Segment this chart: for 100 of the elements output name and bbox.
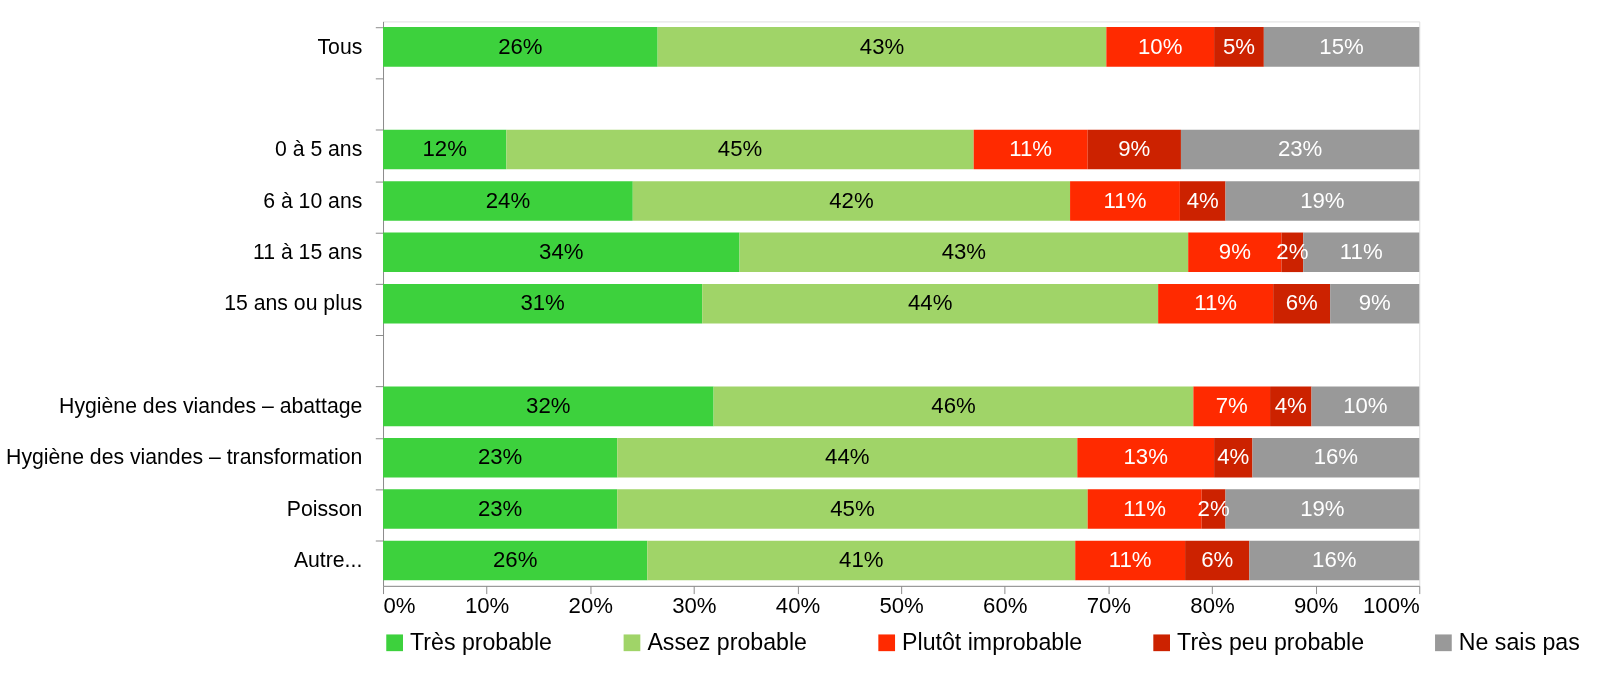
legend-label: Ne sais pas: [1458, 628, 1580, 655]
bar: [1158, 283, 1274, 324]
x-tick-label: 60%: [983, 593, 1028, 619]
bar: [973, 129, 1088, 170]
bar: [702, 283, 1159, 324]
x-tick-label: 80%: [1190, 593, 1235, 619]
data-label: 11%: [1339, 239, 1383, 265]
data-label: 23%: [1277, 136, 1323, 162]
bar: [383, 540, 648, 581]
y-tick-label: Poisson: [286, 496, 363, 520]
data-label: 10%: [1138, 33, 1183, 59]
bar: [383, 437, 618, 478]
bar: [383, 232, 740, 273]
x-tick-label: 20%: [568, 593, 613, 619]
bar: [713, 386, 1194, 427]
bar: [1252, 437, 1420, 478]
data-label: 45%: [717, 136, 763, 162]
data-label: 34%: [539, 239, 584, 265]
bar: [1193, 386, 1271, 427]
data-label: 41%: [839, 547, 884, 573]
data-label: 44%: [907, 290, 953, 316]
x-tick-label: 50%: [879, 593, 924, 619]
data-label: 13%: [1123, 444, 1168, 470]
bar: [383, 386, 714, 427]
data-label: 32%: [526, 393, 571, 419]
data-label: 44%: [825, 444, 870, 470]
bar: [383, 489, 618, 529]
data-label: 26%: [492, 547, 538, 573]
bar: [647, 540, 1076, 581]
bar: [383, 129, 507, 170]
data-label: 6%: [1201, 547, 1234, 573]
data-label: 9%: [1358, 290, 1391, 316]
data-label: 4%: [1186, 187, 1219, 213]
data-label: 43%: [859, 33, 905, 59]
bar: [1180, 129, 1420, 170]
y-tick-label: 0 à 5 ans: [274, 137, 363, 161]
bar: [1225, 181, 1420, 221]
data-label: 26%: [498, 33, 543, 59]
data-label: 4%: [1274, 393, 1307, 419]
data-label: 19%: [1300, 495, 1345, 521]
y-tick-label: 15 ans ou plus: [224, 291, 363, 316]
bar: [1075, 540, 1186, 581]
bar: [1330, 283, 1420, 324]
data-label: 5%: [1222, 33, 1256, 59]
legend-label: Plutôt improbable: [902, 628, 1083, 655]
x-tick-label: 90%: [1293, 593, 1339, 619]
data-label: 23%: [477, 495, 523, 521]
data-label: 19%: [1300, 187, 1345, 213]
bar: [617, 489, 1088, 529]
bar: [632, 181, 1071, 221]
data-label: 43%: [941, 239, 987, 265]
y-tick-label: Hygiène des viandes – transformation: [6, 445, 363, 470]
data-label: 15%: [1319, 33, 1364, 59]
data-label: 31%: [520, 290, 565, 316]
data-label: 42%: [829, 187, 874, 213]
x-tick-label: 40%: [775, 593, 821, 619]
bar: [383, 181, 633, 221]
x-tick-label: 0%: [383, 593, 416, 619]
data-label: 11%: [1009, 136, 1053, 162]
x-tick-label: 10%: [464, 593, 510, 619]
bar: [1263, 27, 1420, 67]
x-tick-label: 70%: [1086, 593, 1132, 619]
bar: [383, 283, 703, 324]
data-label: 46%: [931, 393, 976, 419]
bar: [1087, 129, 1181, 170]
y-tick-label: Hygiène des viandes – abattage: [59, 394, 363, 419]
bar: [739, 232, 1189, 273]
data-label: 11%: [1103, 187, 1147, 213]
data-label: 10%: [1343, 393, 1388, 419]
data-label: 12%: [422, 136, 467, 162]
legend-label: Assez probable: [647, 628, 807, 655]
data-label: 23%: [477, 444, 523, 470]
data-label: 4%: [1217, 444, 1250, 470]
bar: [1070, 181, 1180, 221]
legend-label: Très probable: [410, 628, 552, 655]
data-label: 6%: [1285, 290, 1318, 316]
y-tick-label: 11 à 15 ans: [252, 240, 363, 264]
bar: [383, 27, 658, 67]
data-label: 24%: [485, 187, 531, 213]
y-tick-label: 6 à 10 ans: [263, 188, 363, 212]
data-label: 9%: [1218, 239, 1251, 265]
data-label: 11%: [1108, 547, 1152, 573]
x-tick-label: 30%: [672, 593, 717, 619]
bar: [657, 27, 1107, 67]
data-label: 9%: [1118, 136, 1151, 162]
data-label: 16%: [1313, 444, 1359, 470]
data-label: 45%: [830, 495, 875, 521]
bar: [1106, 27, 1215, 67]
bar: [1249, 540, 1420, 581]
data-label: 11%: [1123, 495, 1167, 521]
bar: [1311, 386, 1420, 427]
legend-label: Très peu probable: [1177, 628, 1365, 655]
bar: [617, 437, 1078, 478]
y-tick-label: Tous: [317, 34, 363, 58]
x-tick-label: 100%: [1363, 593, 1420, 619]
data-label: 16%: [1312, 547, 1357, 573]
data-label: 7%: [1215, 393, 1248, 419]
bar: [506, 129, 974, 170]
bar: [1077, 437, 1215, 478]
y-tick-label: Autre...: [293, 548, 363, 572]
